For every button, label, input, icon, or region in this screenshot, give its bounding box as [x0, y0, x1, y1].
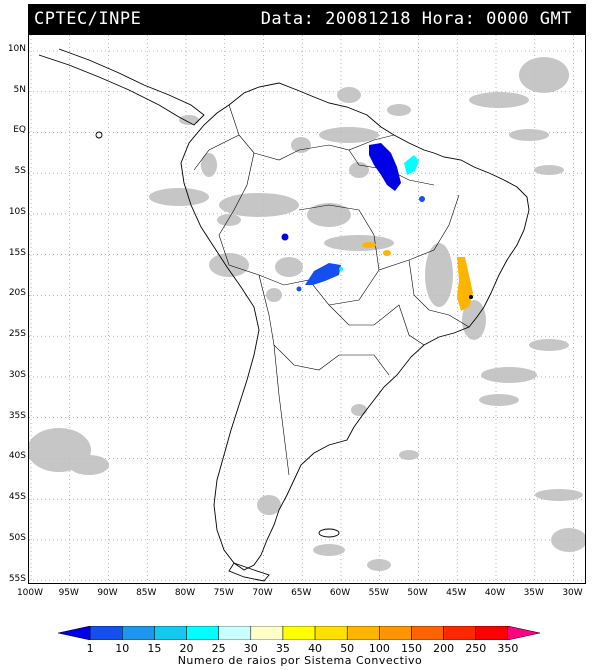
- lon-label: 50W: [407, 588, 428, 598]
- lon-label: 90W: [97, 588, 118, 598]
- lon-label: 85W: [136, 588, 157, 598]
- lon-label: 55W: [368, 588, 389, 598]
- lon-label: 30W: [562, 588, 583, 598]
- lat-label: 40S: [8, 451, 26, 462]
- color-bar-label: 35: [275, 642, 290, 655]
- color-bar-segment: [282, 626, 316, 640]
- lat-label: 10N: [7, 44, 26, 54]
- cell-blue-center: [305, 263, 341, 285]
- lat-label: 10S: [8, 206, 26, 217]
- central-america-outline: [38, 48, 205, 126]
- lon-label: 95W: [58, 588, 79, 598]
- lat-label: 35S: [8, 410, 26, 421]
- lat-label: 5N: [13, 84, 26, 95]
- lon-label: 75W: [213, 588, 234, 598]
- convective-systems: [281, 143, 473, 311]
- color-bar-segment: [346, 626, 380, 640]
- cell-black-a: [469, 295, 473, 299]
- color-bar-label: 250: [465, 642, 487, 655]
- color-bar-segment: [218, 626, 252, 640]
- lon-label: 60W: [329, 588, 351, 598]
- map-svg: [29, 35, 585, 583]
- color-bar-label: 100: [368, 642, 390, 655]
- cell-orange-a: [362, 242, 376, 248]
- cell-orange-b: [383, 250, 391, 256]
- graticule: [29, 35, 585, 583]
- cell-blue-small-a: [281, 233, 289, 241]
- map-panel: [28, 34, 586, 584]
- lat-label: 30S: [8, 369, 26, 380]
- lon-label: 45W: [446, 588, 467, 598]
- color-bar-label: 30: [243, 642, 258, 655]
- lon-label: 80W: [174, 588, 196, 598]
- lon-label: 35W: [523, 588, 544, 598]
- tierra-del-fuego-outline: [228, 562, 270, 582]
- color-bar-segment: [411, 626, 444, 640]
- color-bar-label: 350: [497, 642, 519, 655]
- cell-blue-small-c: [296, 286, 302, 292]
- coastlines: [38, 48, 530, 582]
- lon-label: 70W: [252, 588, 273, 598]
- color-bar-label: 200: [433, 642, 455, 655]
- color-bar-label: 1: [86, 642, 94, 655]
- lat-label: 50S: [8, 532, 26, 543]
- color-bar-label: 150: [400, 642, 422, 655]
- lat-label: 15S: [8, 247, 26, 258]
- cell-cyan-north: [404, 155, 419, 175]
- cell-blue-small-b: [419, 196, 425, 202]
- cloud-cover: [29, 57, 585, 571]
- color-bar-segment: [58, 626, 91, 640]
- color-bar-segment: [122, 626, 155, 640]
- lat-label: EQ: [13, 125, 26, 136]
- color-bar: [58, 626, 540, 640]
- cell-orange-east: [457, 257, 473, 311]
- header-bar: CPTEC/INPE Data: 20081218 Hora: 0000 GMT: [28, 4, 586, 34]
- color-bar-label: 20: [179, 642, 194, 655]
- color-bar-segment: [186, 626, 219, 640]
- lon-label: 100W: [16, 588, 44, 598]
- color-bar-segment: [379, 626, 412, 640]
- color-bar-label: 25: [211, 642, 226, 655]
- lat-label: 45S: [8, 492, 26, 503]
- cell-dark-blue-north: [369, 143, 401, 191]
- lat-label: 25S: [8, 329, 26, 340]
- color-bar-segment: [443, 626, 476, 640]
- datetime-label: Data: 20081218 Hora: 0000 GMT: [260, 9, 572, 29]
- lat-label: 55S: [8, 573, 26, 584]
- color-bar-segment: [314, 626, 348, 640]
- color-bar-label: 40: [308, 642, 323, 655]
- galapagos-outline: [95, 131, 103, 139]
- color-bar-label: 10: [115, 642, 130, 655]
- lat-label: 5S: [14, 166, 26, 177]
- lon-label: 65W: [291, 588, 312, 598]
- color-bar-segment: [89, 626, 123, 640]
- malvinas-outline: [318, 528, 340, 538]
- lat-label: 20S: [8, 288, 26, 299]
- legend-caption: Numero de raios por Sistema Convectivo: [177, 654, 423, 667]
- color-bar-label: 15: [147, 642, 162, 655]
- cell-cyan-small: [339, 267, 343, 271]
- south-america-outline: [180, 82, 530, 571]
- lon-label: 40W: [484, 588, 506, 598]
- color-bar-segment: [475, 626, 509, 640]
- color-bar-segment: [250, 626, 284, 640]
- color-bar-segment: [507, 626, 540, 640]
- color-bar-label: 50: [340, 642, 355, 655]
- source-label: CPTEC/INPE: [34, 9, 142, 29]
- color-bar-segment: [154, 626, 187, 640]
